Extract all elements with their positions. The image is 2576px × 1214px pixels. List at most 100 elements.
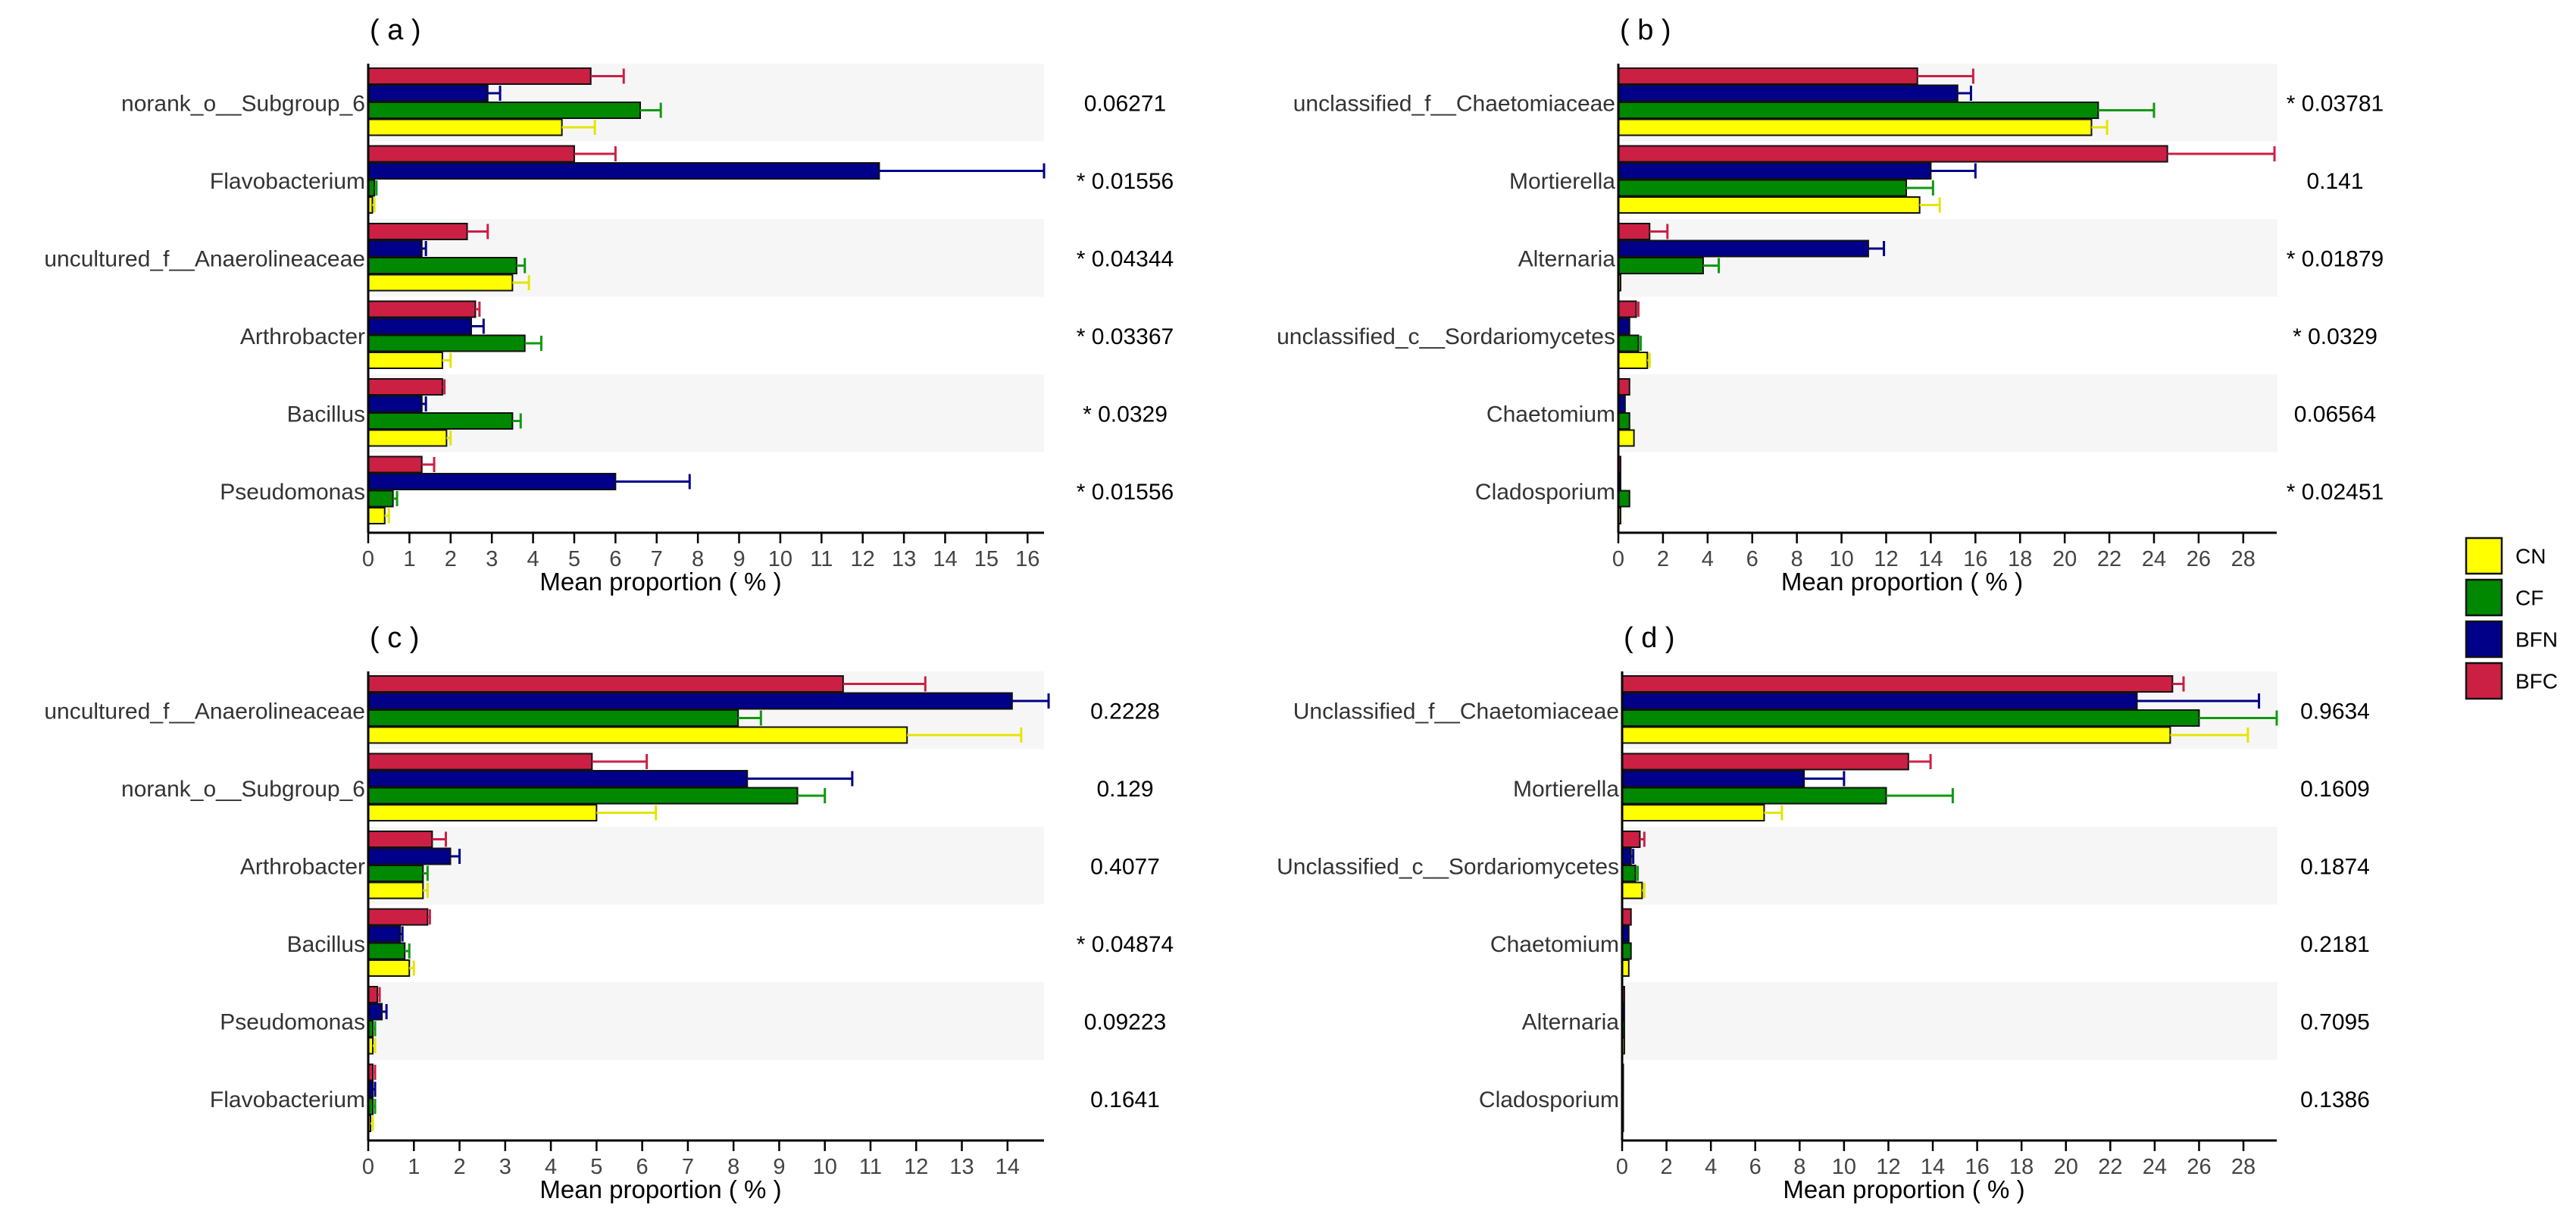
bar-BFN <box>367 84 489 102</box>
x-tick-label: 8 <box>1791 547 1803 571</box>
x-tick-label: 0 <box>1612 547 1624 571</box>
row-band <box>368 827 1044 905</box>
category-label: Mortierella <box>1513 777 1619 802</box>
x-tick-label: 16 <box>1963 547 1987 571</box>
bar-BFC <box>367 223 468 240</box>
category-label: unclassified_f__Chaetomiaceae <box>1293 91 1615 116</box>
category-label: Chaetomium <box>1490 932 1619 957</box>
bar-CF <box>1618 257 1704 274</box>
x-tick-label: 0 <box>362 1155 374 1179</box>
p-value-label: 0.2181 <box>2300 932 2370 957</box>
x-axis-label: Mean proportion ( % ) <box>1783 1175 2024 1203</box>
bar-CN <box>367 507 386 524</box>
row-band <box>1618 374 2277 452</box>
x-tick-label: 14 <box>1918 547 1943 571</box>
bar-BFN <box>367 847 452 865</box>
bar-BFN <box>367 318 472 335</box>
bar-BFC <box>367 675 844 693</box>
bar-CN <box>367 881 424 900</box>
x-tick-label: 12 <box>851 547 875 571</box>
bar-CF <box>1618 334 1640 352</box>
legend-swatch-CF <box>2465 578 2503 617</box>
x-tick-label: 8 <box>692 547 704 571</box>
category-label: Arthrobacter <box>240 854 365 879</box>
panel-title: ( c ) <box>370 622 419 654</box>
x-tick-label: 2 <box>445 547 457 571</box>
panel-a: ( a ) norank_o__Subgroup_6 0.06271 Flavobac… <box>44 14 1174 596</box>
bar-BFN <box>367 473 617 490</box>
bar-BFN <box>1621 847 1632 865</box>
panel-title: ( b ) <box>1620 14 1671 46</box>
p-value-label: 0.06564 <box>2294 402 2376 427</box>
p-value-label: 0.9634 <box>2300 699 2370 724</box>
bar-BFC <box>1618 145 2168 163</box>
x-tick-label: 4 <box>527 547 539 571</box>
bar-BFC <box>367 378 443 396</box>
x-tick-label: 4 <box>545 1155 557 1179</box>
category-label: Arthrobacter <box>240 324 365 349</box>
bar-BFN <box>1621 770 1805 787</box>
category-label: Pseudomonas <box>220 480 365 505</box>
bar-CF <box>1621 787 1887 805</box>
bar-CN <box>367 804 598 821</box>
category-label: Unclassified_c__Sordariomycetes <box>1277 854 1619 879</box>
bar-BFC <box>1618 378 1630 396</box>
bar-BFN <box>367 925 402 943</box>
bar-CN <box>367 429 448 447</box>
legend-label-CF: CF <box>2515 587 2543 610</box>
p-value-label: 0.09223 <box>1084 1009 1166 1034</box>
row-band <box>368 982 1044 1060</box>
bar-BFC <box>367 455 423 474</box>
x-tick-label: 10 <box>1832 1155 1856 1179</box>
x-tick-label: 7 <box>682 1155 694 1179</box>
bar-BFN <box>1621 692 2138 710</box>
x-tick-label: 18 <box>2009 1155 2034 1179</box>
x-tick-label: 15 <box>974 547 999 571</box>
category-label: Flavobacterium <box>210 1087 365 1112</box>
x-tick-label: 18 <box>2008 547 2032 571</box>
bar-CN <box>367 726 908 744</box>
bar-BFN <box>367 162 880 180</box>
bar-CN <box>367 274 514 292</box>
x-tick-label: 3 <box>486 547 498 571</box>
bar-CN <box>367 352 443 369</box>
category-label: Unclassified_f__Chaetomiaceae <box>1293 699 1619 724</box>
p-value-label: 0.141 <box>2306 169 2363 194</box>
p-value-label: 0.7095 <box>2300 1009 2370 1034</box>
bar-BFC <box>367 752 593 771</box>
p-value-label: * 0.02451 <box>2287 480 2384 505</box>
x-tick-label: 26 <box>2187 1155 2211 1179</box>
category-label: uncultured_f__Anaerolineaceae <box>44 699 365 724</box>
bar-BFC <box>367 986 379 1003</box>
bar-CN <box>1618 118 2093 136</box>
category-label: Bacillus <box>287 402 365 427</box>
legend-label-CN: CN <box>2515 545 2546 568</box>
bar-CF <box>367 334 526 352</box>
x-axis-label: Mean proportion ( % ) <box>1781 568 2023 596</box>
bar-CN <box>367 118 563 136</box>
bar-CF <box>367 865 424 882</box>
x-tick-label: 2 <box>1661 1155 1673 1179</box>
category-label: uncultured_f__Anaerolineaceae <box>44 246 365 271</box>
p-value-label: 0.1609 <box>2300 777 2370 802</box>
x-tick-label: 13 <box>949 1155 974 1179</box>
x-tick-label: 2 <box>453 1155 465 1179</box>
bar-CF <box>367 942 406 960</box>
x-tick-label: 2 <box>1657 547 1669 571</box>
legend-label-BFC: BFC <box>2515 670 2558 693</box>
p-value-label: 0.129 <box>1096 777 1153 802</box>
bar-CN <box>1618 196 1921 214</box>
bar-CF <box>1621 709 2200 727</box>
panel-d: ( d ) Unclassified_f__Chaetomiaceae 0.9634… <box>1277 622 2370 1203</box>
p-value-label: 0.2228 <box>1090 699 1160 724</box>
legend-swatch-CN <box>2465 537 2503 575</box>
bar-CF <box>1621 865 1637 882</box>
p-value-label: 0.1641 <box>1090 1087 1160 1112</box>
x-tick-label: 12 <box>1876 1155 1900 1179</box>
bar-CF <box>367 709 739 727</box>
x-tick-label: 28 <box>2231 547 2256 571</box>
bar-BFN <box>367 395 423 413</box>
p-value-label: 0.06271 <box>1084 91 1166 116</box>
bar-BFC <box>367 831 433 848</box>
x-tick-label: 14 <box>1921 1155 1945 1179</box>
